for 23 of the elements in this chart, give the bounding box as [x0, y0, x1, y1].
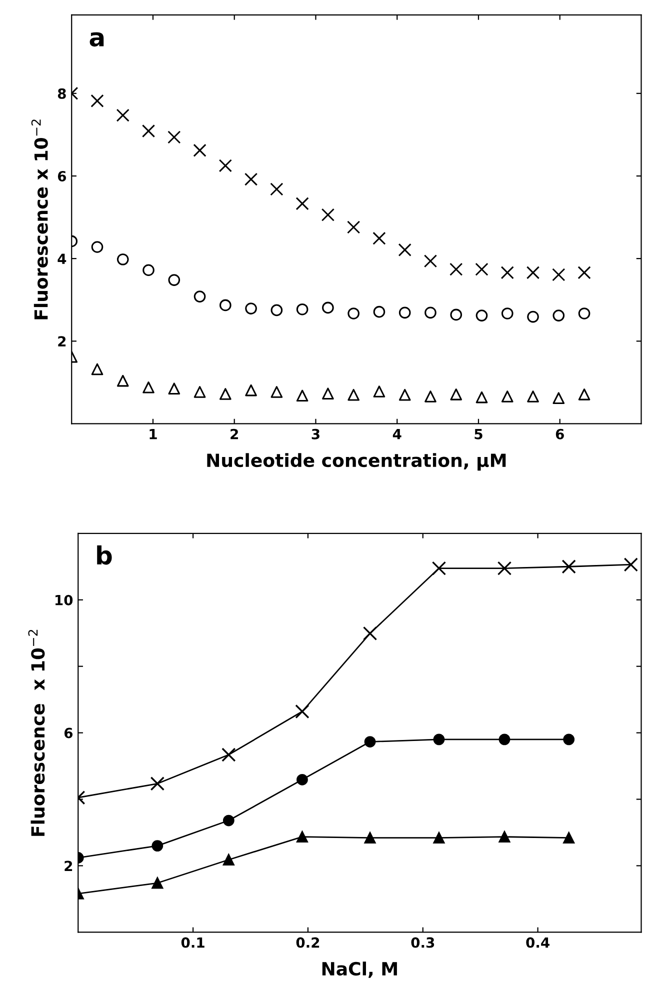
x-tick-label: 3: [312, 428, 320, 440]
x-tick-label: 0.4: [526, 937, 550, 948]
y-axis-title: Fluorescence x 10$^{−2}$: [31, 120, 48, 320]
x-tick-label: 0.3: [411, 937, 434, 948]
x-axis-title: NaCl, M: [322, 962, 397, 978]
y-axis-title: Fluorescence x 10$^{−2}$: [28, 630, 45, 836]
y-tick-label: 8: [58, 88, 66, 99]
y-tick-label: 6: [58, 170, 66, 182]
y-tick-label: 6: [64, 728, 73, 738]
y-tick-label: 10: [56, 594, 73, 606]
x-tick-label: 1: [150, 429, 157, 440]
x-axis-title: Nucleotide concentration, μM: [207, 453, 506, 471]
y-tick-label: 2: [58, 336, 66, 346]
x-tick-label: 2: [230, 428, 238, 440]
x-tick-label: 5: [474, 429, 482, 440]
x-tick-label: 4: [392, 429, 402, 440]
y-tick-label: 4: [58, 254, 66, 264]
y-tick-label: 2: [64, 860, 72, 872]
annotation: a: [90, 32, 104, 47]
annotation: b: [97, 545, 112, 565]
x-tick-label: 0.2: [296, 937, 320, 948]
x-tick-label: 0.1: [181, 937, 204, 948]
x-tick-label: 6: [556, 428, 564, 440]
